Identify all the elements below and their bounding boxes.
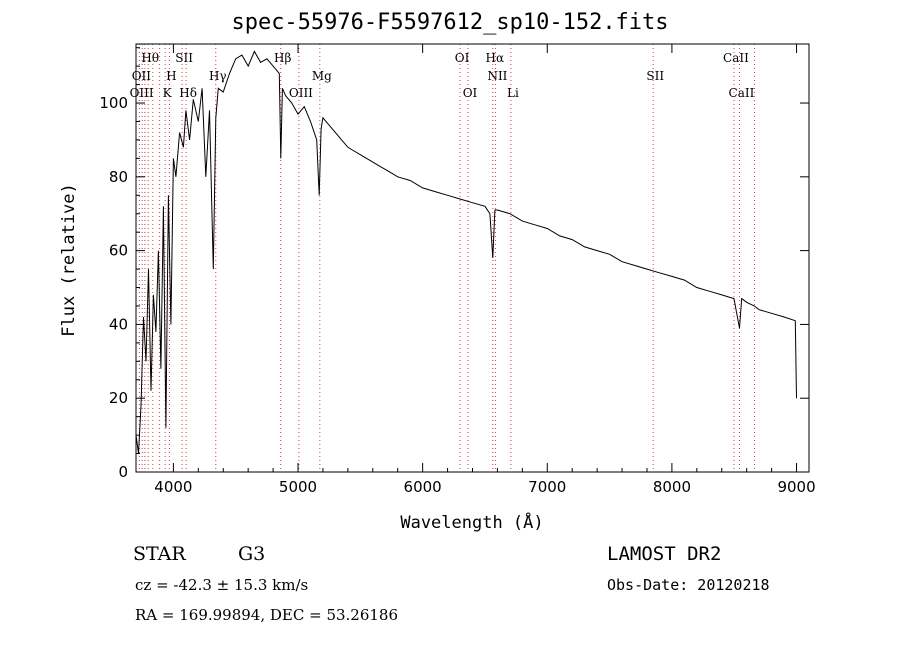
y-tick-label: 0 xyxy=(118,463,128,481)
spectral-line-label: Hα xyxy=(486,51,505,65)
spectral-line-label: NII xyxy=(487,69,507,83)
spectral-line-label: Li xyxy=(507,86,519,100)
spectral-line-label: CaII xyxy=(723,51,749,65)
spectral-line-label: Hβ xyxy=(274,51,291,65)
x-tick-label: 7000 xyxy=(528,478,566,496)
redshift-cz: cz = -42.3 ± 15.3 km/s xyxy=(135,576,309,594)
x-tick-label: 4000 xyxy=(154,478,192,496)
observation-date: Obs-Date: 20120218 xyxy=(607,576,770,594)
x-axis-label: Wavelength (Å) xyxy=(400,511,543,533)
spectral-line-label: CaII xyxy=(729,86,755,100)
spectral-line-label: SII xyxy=(175,51,193,65)
chart-title: spec-55976-F5597612_sp10-152.fits xyxy=(231,10,669,35)
y-tick-label: 20 xyxy=(109,389,128,407)
spectral-line-label: Mg xyxy=(312,69,332,83)
ra-dec-coordinates: RA = 169.99894, DEC = 53.26186 xyxy=(135,606,399,624)
spectral-line-label: OI xyxy=(455,51,470,65)
spectral-line-label: Hθ xyxy=(141,51,159,65)
y-tick-label: 100 xyxy=(99,94,128,112)
spectrum-line xyxy=(135,50,797,454)
axis-ticks: 4000 5000 6000 7000 8000 9000 0 20 40 60 80 100 xyxy=(99,44,816,496)
object-subclass: G3 xyxy=(238,543,266,565)
survey-name: LAMOST DR2 xyxy=(607,543,722,565)
y-tick-label: 80 xyxy=(109,168,128,186)
spectral-line-label: H xyxy=(166,69,176,83)
y-tick-label: 40 xyxy=(109,315,128,333)
line-labels: Hθ SII Hβ OI Hα CaII OII H Hγ Mg NII SII OIII K Hδ OIII… xyxy=(130,51,755,100)
object-class: STAR xyxy=(133,543,186,565)
x-tick-label: 9000 xyxy=(777,478,815,496)
y-tick-label: 60 xyxy=(109,242,128,260)
spectral-line-label: OIII xyxy=(289,86,313,100)
spectral-line-label: Hδ xyxy=(179,86,197,100)
x-tick-label: 5000 xyxy=(279,478,317,496)
x-tick-label: 8000 xyxy=(653,478,691,496)
x-tick-label: 6000 xyxy=(404,478,442,496)
y-axis-label: Flux (relative) xyxy=(59,183,79,337)
plot-frame xyxy=(135,43,810,473)
spectral-line-label: OI xyxy=(463,86,478,100)
line-marker-group xyxy=(138,44,755,472)
spectral-line-label: SII xyxy=(646,69,664,83)
spectral-line-label: OIII xyxy=(130,86,154,100)
spectral-line-label: OII xyxy=(132,69,152,83)
spectral-line-label: Hγ xyxy=(209,69,227,83)
spectral-line-label: K xyxy=(163,86,173,100)
